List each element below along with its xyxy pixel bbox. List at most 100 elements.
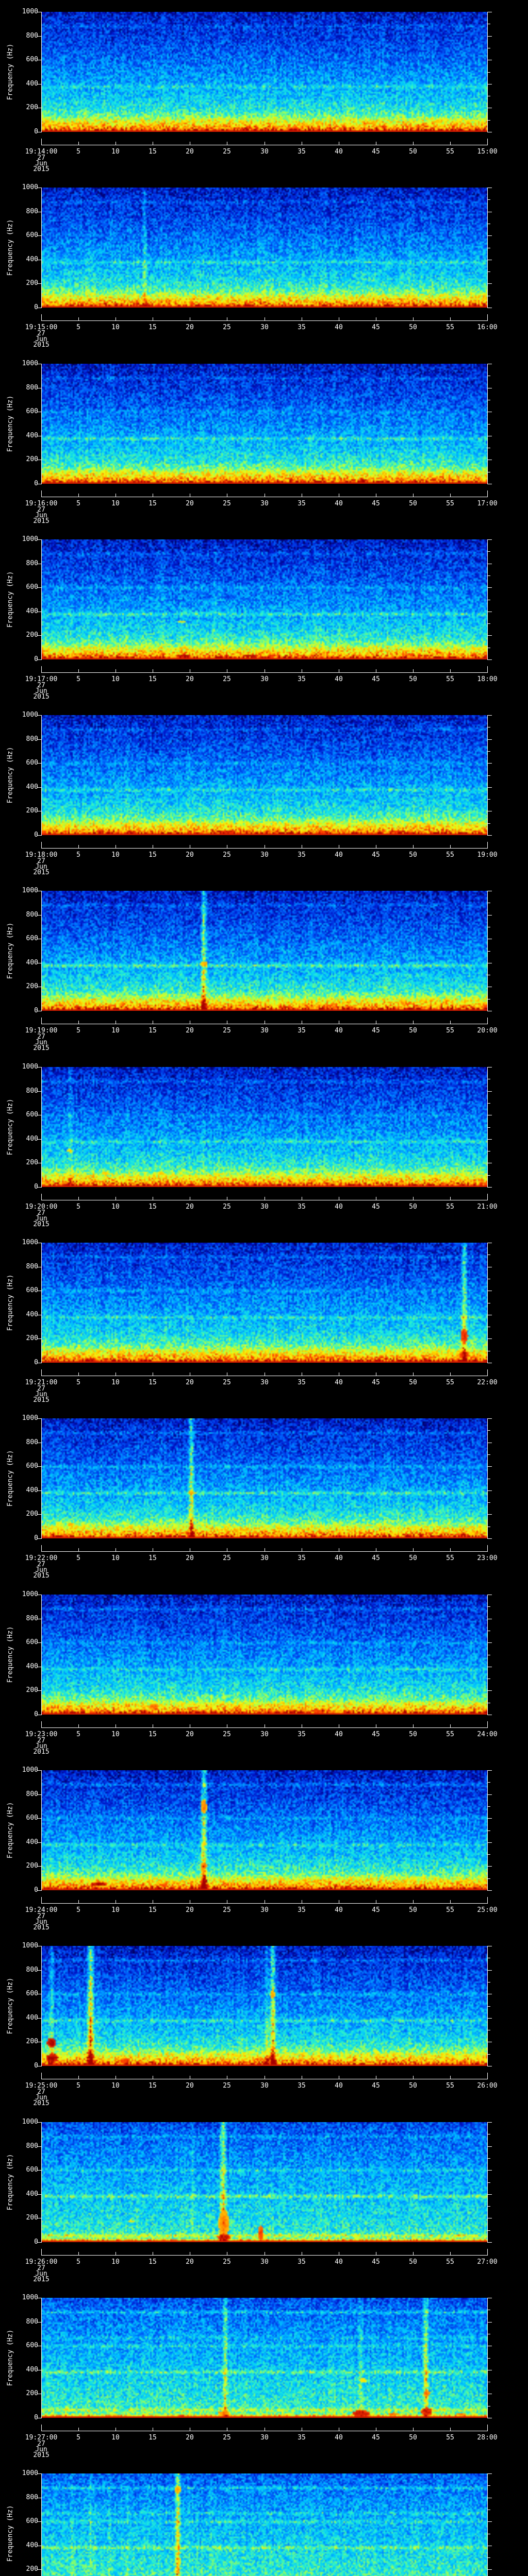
y-tick-mark-left <box>37 1514 41 1515</box>
y-tick-label: 400 <box>26 2541 38 2549</box>
x-tick-label: 5 <box>76 324 80 331</box>
y-tick-label: 400 <box>26 959 38 967</box>
x-tick-label: 15 <box>148 1554 157 1562</box>
y-tick-mark-left <box>37 1139 41 1140</box>
y-axis-line-right <box>487 2298 488 2418</box>
y-tick-mark-right <box>488 2322 492 2323</box>
x-tick-label: 30 <box>260 2434 269 2442</box>
y-tick-mark-right <box>488 715 492 716</box>
x-minor-tick <box>413 1372 414 1376</box>
x-tick-label: 55 <box>446 851 454 859</box>
spectrogram-panel: Frequency (Hz) 0 200 400 600 800 1000 5 10 15 20… <box>0 176 528 351</box>
x-major-tick <box>41 1897 42 1903</box>
time-end-label: 27:00 <box>477 2258 498 2266</box>
y-tick-mark-right <box>488 763 492 764</box>
x-tick-label: 50 <box>409 1731 417 1738</box>
y-axis-line-left <box>41 2298 42 2418</box>
y-tick-label: 0 <box>34 1710 38 1718</box>
x-tick-label: 50 <box>409 1379 417 1386</box>
y-tick-label: 200 <box>26 1686 38 1694</box>
y-tick-label: 1000 <box>22 1942 38 1950</box>
x-tick-label: 40 <box>335 1731 343 1738</box>
x-tick-label: 45 <box>372 1731 380 1738</box>
x-tick-label: 15 <box>148 2082 157 2090</box>
y-axis-line-left <box>41 364 42 484</box>
y-minor-tick-right <box>488 120 490 121</box>
y-tick-label: 800 <box>26 1966 38 1974</box>
x-minor-tick <box>413 1900 414 1903</box>
time-end-label: 28:00 <box>477 2434 498 2442</box>
spectrogram-panel: Frequency (Hz) 0 200 400 600 800 1000 5 10 15 20… <box>0 703 528 879</box>
y-tick-label: 1000 <box>22 1063 38 1071</box>
x-tick-label: 25 <box>223 2434 231 2442</box>
y-minor-tick-right <box>488 2182 490 2183</box>
x-tick-label: 50 <box>409 851 417 859</box>
time-start-label: 19:23:00 <box>25 1731 58 1738</box>
y-tick-label: 0 <box>34 1886 38 1894</box>
y-tick-label: 600 <box>26 2342 38 2349</box>
y-axis-label: Frequency (Hz) <box>6 1450 14 1507</box>
x-tick-label: 30 <box>260 1731 269 1738</box>
x-minor-tick <box>450 1372 451 1376</box>
y-tick-mark-right <box>488 1091 492 1092</box>
x-tick-label: 5 <box>76 2258 80 2266</box>
date-label: 27 Jun 2015 <box>18 2265 64 2283</box>
date-line: 27 <box>37 857 45 865</box>
date-line: 27 <box>37 2440 45 2448</box>
x-tick-label: 55 <box>446 148 454 156</box>
x-minor-tick <box>450 2252 451 2255</box>
x-tick-label: 10 <box>111 1731 120 1738</box>
date-line: Jun <box>35 1215 47 1223</box>
y-tick-label: 600 <box>26 1814 38 1822</box>
y-axis-line-right <box>487 1770 488 1891</box>
y-tick-label: 200 <box>26 2214 38 2222</box>
y-axis-line-left <box>41 1243 42 1363</box>
x-tick-label: 10 <box>111 1906 120 1914</box>
x-minor-tick <box>78 1900 79 1903</box>
x-tick-label: 15 <box>148 500 157 507</box>
x-major-tick <box>41 1545 42 1551</box>
y-tick-mark-left <box>37 787 41 788</box>
x-minor-tick <box>450 2428 451 2431</box>
y-tick-mark-left <box>37 2146 41 2147</box>
time-axis-line <box>41 848 488 849</box>
y-axis-line-left <box>41 12 42 132</box>
spectrogram-panel: Frequency (Hz) 0 200 400 600 800 1000 5 10 15 20… <box>0 528 528 703</box>
y-tick-label: 1000 <box>22 2469 38 2477</box>
x-tick-label: 15 <box>148 851 157 859</box>
y-tick-mark-left <box>37 539 41 540</box>
date-line: 27 <box>37 1209 45 1217</box>
x-tick-label: 20 <box>186 1554 194 1562</box>
x-tick-label: 25 <box>223 2082 231 2090</box>
time-end-label: 18:00 <box>477 675 498 683</box>
x-tick-label: 55 <box>446 2434 454 2442</box>
y-minor-tick-right <box>488 199 490 200</box>
y-tick-label: 400 <box>26 607 38 615</box>
y-tick-mark-left <box>37 2322 41 2323</box>
x-tick-label: 50 <box>409 2434 417 2442</box>
x-major-tick <box>487 2249 488 2255</box>
y-tick-label: 400 <box>26 2014 38 2022</box>
y-tick-mark-left <box>37 235 41 236</box>
y-tick-label: 400 <box>26 1311 38 1318</box>
x-tick-label: 45 <box>372 1027 380 1035</box>
y-tick-mark-right <box>488 1642 492 1643</box>
y-tick-label: 800 <box>26 1087 38 1095</box>
x-major-tick <box>41 139 42 145</box>
spectrogram-image <box>42 539 487 659</box>
y-axis-line-left <box>41 1418 42 1539</box>
x-major-tick <box>41 314 42 320</box>
x-major-tick <box>41 2249 42 2255</box>
y-tick-mark-left <box>37 2473 41 2474</box>
x-major-tick <box>487 490 488 497</box>
time-axis-line <box>41 672 488 673</box>
y-minor-tick-right <box>488 623 490 624</box>
y-tick-mark-right <box>488 1690 492 1691</box>
y-tick-label: 200 <box>26 455 38 463</box>
y-minor-tick-right <box>488 775 490 776</box>
x-tick-label: 20 <box>186 1731 194 1738</box>
x-tick-label: 55 <box>446 675 454 683</box>
x-minor-tick <box>78 2076 79 2079</box>
y-axis-label: Frequency (Hz) <box>6 395 14 452</box>
x-tick-label: 45 <box>372 675 380 683</box>
